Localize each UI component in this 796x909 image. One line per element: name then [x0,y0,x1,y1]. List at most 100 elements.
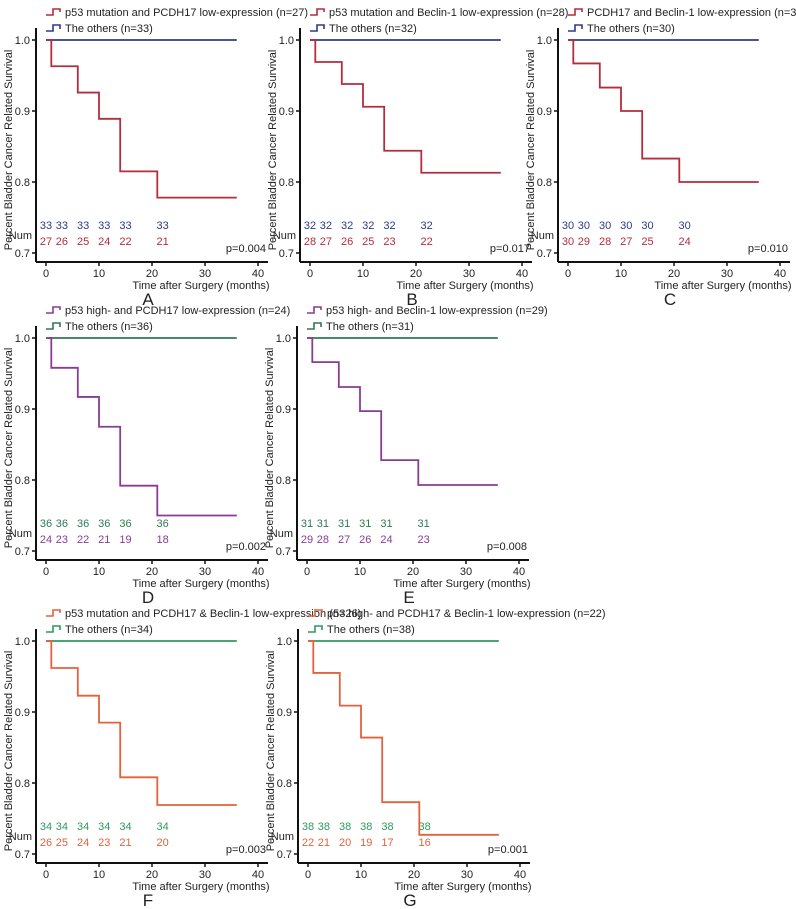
at-risk-number: 34 [56,821,68,833]
x-tick-label: 40 [514,869,526,881]
x-tick-label: 30 [463,268,475,280]
at-risk-number: 22 [119,236,131,248]
legend-entry: PCDH17 and Beclin-1 low-expression (n=30… [587,7,796,19]
x-axis-label: Time after Surgery (months) [393,578,530,590]
at-risk-number: 20 [339,837,351,849]
legend-step-icon [46,609,61,617]
x-tick-label: 0 [304,566,310,578]
x-tick-label: 10 [615,268,627,280]
y-tick-label: 0.9 [276,404,291,416]
at-risk-number: 34 [156,821,168,833]
at-risk-number: 33 [98,220,110,232]
num-label: Num [9,831,32,843]
num-label: Num [273,230,296,242]
panel-letter: B [406,290,417,309]
at-risk-number: 23 [383,236,395,248]
x-tick-label: 20 [146,566,158,578]
x-tick-label: 20 [407,566,419,578]
num-label: Num [531,230,554,242]
y-axis-label: Percent Bladder Cancer Related Survival [267,50,279,251]
panel-letter: A [142,290,154,309]
km-curve-series-1 [308,640,499,836]
x-tick-label: 20 [668,268,680,280]
at-risk-number: 28 [304,236,316,248]
at-risk-number: 32 [383,220,395,232]
num-label: Num [9,230,32,242]
x-axis-label: Time after Surgery (months) [396,280,533,292]
x-tick-label: 40 [252,268,264,280]
at-risk-number: 32 [304,220,316,232]
y-tick-label: 0.7 [279,248,294,260]
legend-entry: p53 mutation and PCDH17 & Beclin-1 low-e… [65,608,361,620]
km-curve-series-1 [568,39,759,183]
at-risk-number: 29 [578,236,590,248]
at-risk-number: 30 [578,220,590,232]
p-value: p=0.017 [490,243,530,255]
at-risk-number: 38 [360,821,372,833]
at-risk-number: 31 [338,518,350,530]
x-tick-label: 30 [199,268,211,280]
at-risk-number: 21 [318,837,330,849]
x-tick-label: 30 [199,869,211,881]
y-tick-label: 0.8 [15,475,30,487]
at-risk-number: 33 [77,220,89,232]
at-risk-number: 21 [156,236,168,248]
y-tick-label: 0.7 [15,849,30,861]
at-risk-number: 26 [359,534,371,546]
y-tick-label: 0.8 [276,475,291,487]
x-tick-label: 0 [305,869,311,881]
at-risk-number: 24 [40,534,52,546]
at-risk-number: 32 [320,220,332,232]
x-axis-label: Time after Surgery (months) [132,881,269,893]
y-tick-label: 0.7 [277,849,292,861]
p-value: p=0.002 [226,541,266,553]
at-risk-number: 33 [119,220,131,232]
at-risk-number: 31 [359,518,371,530]
at-risk-number: 38 [381,821,393,833]
y-tick-label: 1.0 [276,333,291,345]
y-axis-label: Percent Bladder Cancer Related Survival [3,348,15,549]
at-risk-number: 30 [678,220,690,232]
y-tick-label: 1.0 [279,35,294,47]
panel-letter: E [403,588,414,607]
at-risk-number: 31 [317,518,329,530]
km-curve-series-1 [46,39,237,199]
at-risk-number: 34 [77,821,89,833]
at-risk-number: 25 [362,236,374,248]
legend-step-icon [568,24,583,32]
at-risk-number: 38 [318,821,330,833]
num-label: Num [9,528,32,540]
y-tick-label: 0.8 [15,778,30,790]
at-risk-number: 25 [77,236,89,248]
x-tick-label: 30 [460,566,472,578]
legend-entry: The others (n=34) [65,624,153,636]
legend-step-icon [46,322,61,330]
at-risk-number: 30 [562,236,574,248]
y-tick-label: 1.0 [537,35,552,47]
legend-step-icon [310,24,325,32]
y-tick-label: 0.9 [277,707,292,719]
y-tick-label: 1.0 [277,636,292,648]
panel-letter: G [403,891,416,909]
legend-entry: p53 high- and PCDH17 & Beclin-1 low-expr… [327,608,606,620]
y-tick-label: 0.8 [279,177,294,189]
at-risk-number: 38 [302,821,314,833]
y-tick-label: 0.8 [15,177,30,189]
legend-entry: The others (n=31) [326,321,414,333]
legend-entry: The others (n=38) [327,624,415,636]
y-tick-label: 1.0 [15,35,30,47]
y-tick-label: 0.7 [15,546,30,558]
legend-step-icon [46,306,61,314]
at-risk-number: 24 [98,236,110,248]
legend-step-icon [308,609,323,617]
x-tick-label: 0 [43,268,49,280]
at-risk-number: 24 [77,837,89,849]
p-value: p=0.003 [226,844,266,856]
at-risk-number: 20 [156,837,168,849]
at-risk-number: 17 [381,837,393,849]
